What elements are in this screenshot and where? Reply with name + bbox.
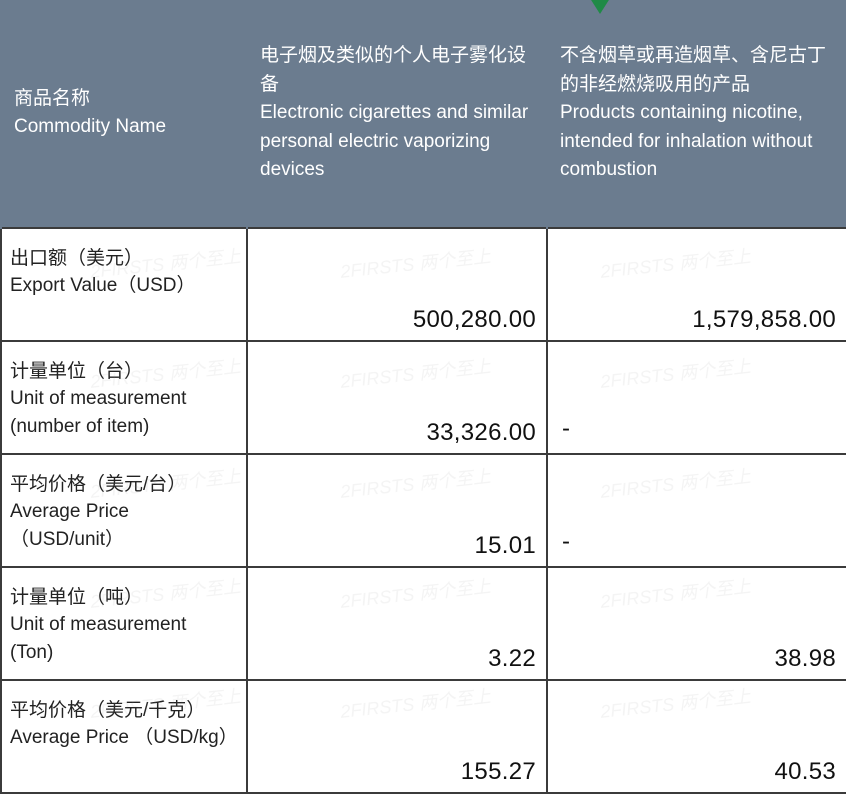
- row-label-en: Average Price （USD/unit）: [10, 498, 234, 553]
- row-label-cell: 平均价格（美元/台） Average Price （USD/unit）: [1, 454, 247, 567]
- table-row: 平均价格（美元/千克） Average Price （USD/kg） 155.2…: [1, 680, 846, 793]
- row-label-cn: 计量单位（吨）: [10, 584, 234, 612]
- value-cell: 40.53: [547, 680, 846, 793]
- row-label-en: Export Value（USD）: [10, 272, 234, 300]
- value-text: 15.01: [474, 532, 536, 560]
- value-text: 1,579,858.00: [692, 306, 836, 334]
- value-text: 40.53: [774, 758, 836, 786]
- row-label-cn: 平均价格（美元/千克）: [10, 697, 234, 725]
- table-header-row: 商品名称 Commodity Name 电子烟及类似的个人电子雾化设备 Elec…: [1, 0, 846, 228]
- row-label-en: Unit of measurement (Ton): [10, 611, 234, 666]
- value-cell: 1,579,858.00: [547, 228, 846, 341]
- value-cell: 155.27: [247, 680, 547, 793]
- header-label-cn: 电子烟及类似的个人电子雾化设备: [260, 42, 534, 99]
- dash-text: -: [562, 528, 570, 556]
- value-text: 500,280.00: [413, 306, 536, 334]
- row-label-cell: 出口额（美元） Export Value（USD）: [1, 228, 247, 341]
- header-label-cn: 不含烟草或再造烟草、含尼古丁的非经燃烧吸用的产品: [560, 42, 834, 99]
- value-text: 3.22: [488, 645, 536, 673]
- value-cell: 33,326.00: [247, 341, 547, 454]
- row-label-cell: 计量单位（吨） Unit of measurement (Ton): [1, 567, 247, 680]
- row-label-en: Unit of measurement (number of item): [10, 385, 234, 440]
- value-text: 33,326.00: [427, 419, 536, 447]
- row-label-cn: 平均价格（美元/台）: [10, 471, 234, 499]
- dash-text: -: [562, 415, 570, 443]
- table-row: 平均价格（美元/台） Average Price （USD/unit） 15.0…: [1, 454, 846, 567]
- header-label-en: Electronic cigarettes and similar person…: [260, 99, 534, 185]
- row-label-cn: 计量单位（台）: [10, 358, 234, 386]
- value-cell: -: [547, 454, 846, 567]
- header-label-cn: 商品名称: [14, 85, 234, 114]
- column-indicator-arrow: [586, 0, 614, 14]
- value-text: 155.27: [461, 758, 536, 786]
- header-cell-nicotine-products: 不含烟草或再造烟草、含尼古丁的非经燃烧吸用的产品 Products contai…: [547, 0, 846, 228]
- value-cell: 15.01: [247, 454, 547, 567]
- value-cell: 38.98: [547, 567, 846, 680]
- header-cell-commodity-name: 商品名称 Commodity Name: [1, 0, 247, 228]
- table-row: 计量单位（台） Unit of measurement (number of i…: [1, 341, 846, 454]
- table-row: 出口额（美元） Export Value（USD） 500,280.00 1,5…: [1, 228, 846, 341]
- row-label-en: Average Price （USD/kg）: [10, 724, 234, 752]
- row-label-cell: 计量单位（台） Unit of measurement (number of i…: [1, 341, 247, 454]
- value-cell: -: [547, 341, 846, 454]
- header-label-en: Commodity Name: [14, 113, 234, 142]
- value-cell: 500,280.00: [247, 228, 547, 341]
- header-label-en: Products containing nicotine, intended f…: [560, 99, 834, 185]
- header-cell-ecig: 电子烟及类似的个人电子雾化设备 Electronic cigarettes an…: [247, 0, 547, 228]
- value-text: 38.98: [774, 645, 836, 673]
- table-row: 计量单位（吨） Unit of measurement (Ton) 3.22 3…: [1, 567, 846, 680]
- row-label-cn: 出口额（美元）: [10, 245, 234, 273]
- value-cell: 3.22: [247, 567, 547, 680]
- row-label-cell: 平均价格（美元/千克） Average Price （USD/kg）: [1, 680, 247, 793]
- commodity-table: 商品名称 Commodity Name 电子烟及类似的个人电子雾化设备 Elec…: [0, 0, 846, 794]
